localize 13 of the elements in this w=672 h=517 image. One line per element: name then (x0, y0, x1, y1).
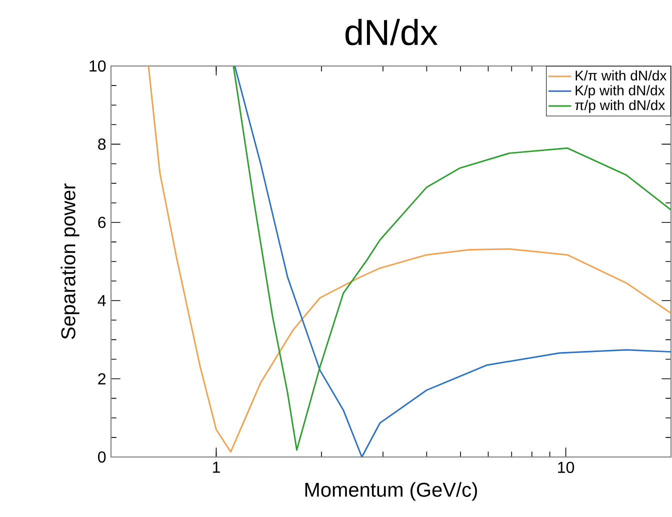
legend-label: π/p with dN/dx (575, 100, 665, 113)
legend-label: K/p with dN/dx (576, 85, 665, 98)
y-tick-label: 0 (98, 451, 106, 463)
y-tick-label: 2 (98, 373, 106, 384)
y-tick-label: 6 (98, 216, 106, 228)
x-axis-title: Momentum (GeV/c) (305, 482, 477, 501)
x-tick-label: 1 (212, 462, 220, 473)
y-tick-label: 8 (98, 138, 106, 150)
y-tick-label: 10 (90, 60, 106, 72)
legend-label: K/π with dN/dx (576, 70, 667, 81)
y-tick-label: 4 (98, 295, 106, 306)
chart-title: dN/dx (345, 18, 438, 46)
y-axis-title: Separation power (60, 184, 80, 339)
